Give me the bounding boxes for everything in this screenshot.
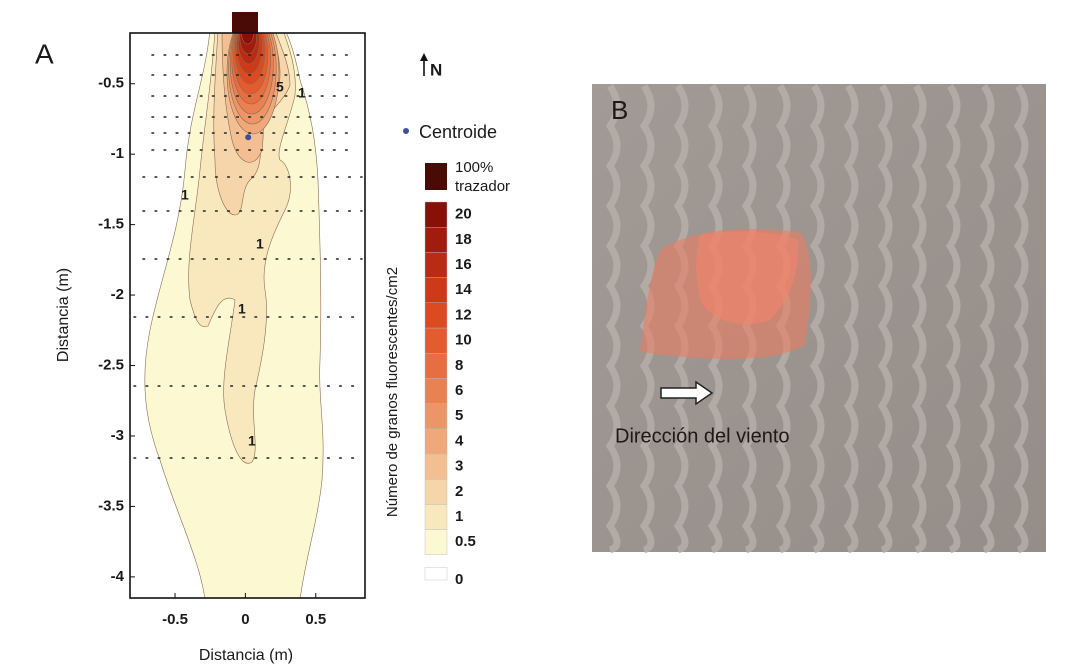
colorbar-tick-label: 20 bbox=[455, 206, 472, 223]
colorbar-swatch bbox=[424, 201, 448, 228]
y-tick-label: -0.5 bbox=[98, 75, 124, 92]
colorbar-swatch bbox=[424, 226, 448, 253]
contour-label: 1 bbox=[298, 85, 306, 101]
colorbar-tick-label: 3 bbox=[455, 458, 463, 475]
colorbar-source-label: 100% bbox=[455, 159, 493, 176]
contour-labels: 5 1 1 1 1 1 bbox=[181, 79, 306, 449]
y-tick-label: -3.5 bbox=[98, 497, 124, 514]
centroid bbox=[245, 134, 252, 141]
x-axis-label: Distancia (m) bbox=[199, 647, 293, 664]
y-tick-label: -4 bbox=[111, 568, 125, 585]
colorbar-tick-label: 2 bbox=[455, 483, 463, 500]
colorbar-swatch bbox=[424, 327, 448, 354]
colorbar-tick-label: 12 bbox=[455, 306, 472, 323]
ripple bbox=[979, 83, 995, 554]
colorbar-tick-label: 10 bbox=[455, 332, 472, 349]
legend-marker bbox=[403, 128, 409, 134]
ripple bbox=[1013, 83, 1029, 554]
colorbar-swatch bbox=[424, 252, 448, 278]
colorbar-label: Número de granos fluorescentes/cm2 bbox=[384, 267, 401, 517]
contour-label: 1 bbox=[238, 301, 246, 317]
contour-label: 1 bbox=[256, 236, 264, 252]
contour-label: 5 bbox=[276, 79, 284, 95]
contours bbox=[144, 33, 324, 598]
colorbar-swatch bbox=[424, 504, 448, 530]
colorbar-source bbox=[425, 163, 447, 190]
colorbar-swatch bbox=[424, 529, 448, 555]
photo-panel: Dirección del viento B bbox=[592, 83, 1046, 554]
plot-frame bbox=[129, 32, 366, 599]
colorbar-tick-label: 6 bbox=[455, 382, 463, 399]
legend-label: Centroide bbox=[419, 122, 497, 142]
colorbar-swatch bbox=[424, 428, 448, 455]
colorbar-tick-label: 4 bbox=[455, 432, 464, 449]
colorbar-swatch bbox=[424, 453, 448, 480]
colorbar-tick-label: 16 bbox=[455, 256, 472, 273]
photo-annotation: Dirección del viento bbox=[615, 425, 790, 447]
ripple bbox=[605, 83, 621, 554]
colorbar-tick-label: 0 bbox=[455, 571, 463, 588]
y-tick-label: -2 bbox=[111, 286, 124, 303]
ripple bbox=[877, 83, 893, 554]
x-tick-label: 0 bbox=[241, 611, 249, 628]
colorbar-swatch bbox=[424, 353, 448, 379]
contour-label: 1 bbox=[248, 433, 256, 449]
x-tick-label: -0.5 bbox=[162, 611, 188, 628]
tracer-stain-core bbox=[696, 231, 799, 324]
ripple bbox=[809, 83, 825, 554]
colorbar-swatch bbox=[424, 378, 448, 404]
sampling-grid bbox=[133, 54, 363, 459]
colorbar-swatch bbox=[424, 479, 448, 505]
y-tick-label: -1.5 bbox=[98, 216, 124, 233]
north-label: N bbox=[430, 60, 442, 79]
colorbar-tick-label: 0.5 bbox=[455, 533, 476, 550]
north-arrow-head bbox=[420, 53, 428, 61]
ripple bbox=[843, 83, 859, 554]
y-tick-label: -2.5 bbox=[98, 356, 124, 373]
colorbar-source-label: trazador bbox=[455, 178, 510, 195]
colorbar-tick-label: 14 bbox=[455, 281, 472, 298]
colorbar-tick-label: 1 bbox=[455, 508, 463, 525]
y-tick-label: -1 bbox=[111, 145, 124, 162]
colorbar-swatch bbox=[424, 567, 448, 581]
tracer-source bbox=[232, 12, 258, 35]
colorbar-tick-label: 5 bbox=[455, 407, 463, 424]
panel-label: B bbox=[611, 95, 628, 125]
contour-label: 1 bbox=[181, 187, 189, 203]
ripple bbox=[945, 83, 961, 554]
x-tick-label: 0.5 bbox=[305, 611, 326, 628]
colorbar-tick-label: 18 bbox=[455, 231, 472, 248]
colorbar-swatch bbox=[424, 277, 448, 304]
colorbar-swatch bbox=[424, 403, 448, 430]
panel-label: A bbox=[35, 38, 54, 69]
colorbar-swatch bbox=[424, 302, 448, 329]
colorbar-tick-label: 8 bbox=[455, 357, 463, 374]
y-axis-label: Distancia (m) bbox=[55, 268, 72, 362]
ripple bbox=[911, 83, 927, 554]
wind-arrow bbox=[660, 380, 714, 406]
contour-region bbox=[241, 33, 255, 45]
y-tick-label: -3 bbox=[111, 427, 124, 444]
